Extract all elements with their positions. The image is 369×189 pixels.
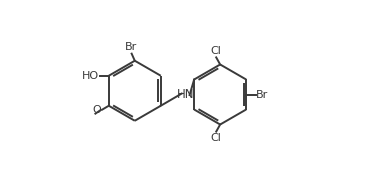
Text: O: O bbox=[93, 105, 101, 115]
Text: Br: Br bbox=[125, 42, 137, 52]
Text: HN: HN bbox=[177, 88, 194, 101]
Text: Cl: Cl bbox=[210, 46, 221, 56]
Text: Cl: Cl bbox=[210, 133, 221, 143]
Text: Br: Br bbox=[256, 90, 268, 99]
Text: HO: HO bbox=[82, 71, 99, 81]
